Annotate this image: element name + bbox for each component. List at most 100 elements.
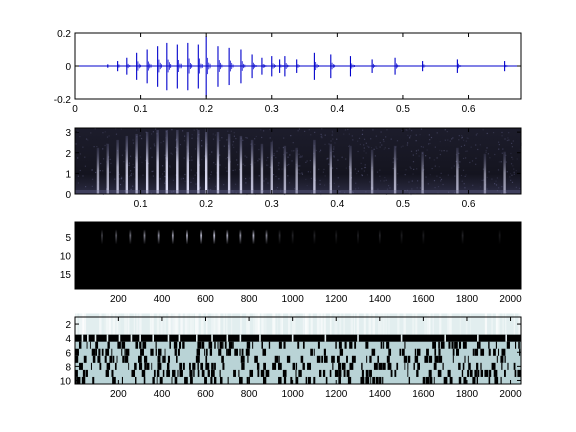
spectrogram-low-band (75, 190, 521, 194)
spectrogram-noise (344, 129, 347, 131)
binary-map-cell (307, 376, 311, 384)
binary-map-cell (197, 341, 202, 349)
binary-map-top-streak (139, 313, 141, 335)
spectrogram-noise (501, 131, 503, 134)
spectrogram-noise (508, 132, 510, 134)
spectrogram-noise (501, 152, 503, 154)
feature-map-stripe (498, 229, 501, 245)
spectrogram-noise (486, 188, 488, 190)
binary-map-top-streak (498, 313, 500, 335)
binary-map-cell (81, 376, 86, 384)
binary-map-top-streak (495, 313, 498, 335)
spectrogram-noise (95, 171, 97, 174)
spectrogram-noise (475, 157, 477, 159)
spectrogram-noise (461, 136, 463, 138)
spectrogram-noise (254, 143, 256, 146)
spectrogram-noise (134, 178, 136, 180)
binary-map-cell (104, 355, 107, 363)
spectrogram-noise (404, 174, 406, 176)
spectrogram-noise (429, 174, 431, 176)
spectrogram-noise (91, 169, 93, 171)
axes-frame (74, 316, 522, 385)
binary-map-top-streak (412, 313, 414, 335)
spectrogram-noise (320, 193, 322, 196)
binary-map-top-streak (491, 313, 493, 335)
spectrogram-noise (184, 173, 186, 176)
binary-map-cell (222, 341, 224, 349)
binary-map-cell (240, 355, 245, 363)
binary-map-cell (313, 376, 316, 384)
spectrogram-stripe (165, 129, 169, 194)
spectrogram-noise (410, 150, 413, 152)
spectrogram-noise (472, 184, 474, 186)
binary-map-cell (182, 341, 185, 349)
binary-map-cell (142, 341, 147, 349)
binary-map-cell (507, 362, 509, 370)
binary-map-top-streak (180, 313, 183, 335)
binary-map-cell (272, 362, 277, 370)
spectrogram-noise (519, 187, 521, 190)
spectrogram-noise (361, 168, 363, 170)
binary-map-top-streak (330, 313, 332, 335)
spectrogram-noise (227, 156, 229, 159)
x-tick-label: 800 (241, 389, 258, 400)
spectrogram-noise (301, 173, 304, 175)
x-tick-label: 1000 (282, 294, 305, 305)
spectrogram-noise (351, 135, 353, 137)
binary-map-cell (325, 376, 328, 384)
spectrogram-noise (506, 171, 508, 173)
feature-map-panel: 200 400 600 800 1000 1200 1400 1600 1800 2000 5 10 1… (60, 221, 522, 305)
spectrogram-stripe (283, 145, 287, 194)
x-tick-label: 1200 (325, 389, 348, 400)
spectrogram-noise (331, 134, 333, 136)
spectrogram-noise (193, 129, 195, 131)
spectrogram-noise (135, 129, 138, 131)
spectrogram-noise (104, 131, 106, 133)
feature-map-stripe (313, 229, 316, 245)
spectrogram-noise (321, 137, 323, 139)
spectrogram-noise (511, 174, 513, 176)
binary-map-cell (310, 348, 313, 356)
spectrogram-noise (344, 191, 346, 194)
spectrogram-noise (260, 129, 262, 131)
binary-map-cell (177, 348, 180, 356)
spectrogram-noise (283, 137, 285, 139)
spectrogram-noise (447, 174, 449, 176)
spectrogram-noise (352, 139, 354, 141)
spectrogram-noise (219, 139, 221, 142)
spectrogram-noise (79, 153, 82, 155)
spectrogram-noise (386, 188, 389, 190)
spectrogram-noise (232, 141, 235, 143)
spectrogram-noise (259, 158, 261, 160)
binary-map-top-streak (161, 313, 164, 335)
spectrogram-noise (195, 172, 198, 174)
spectrogram-noise (466, 150, 468, 152)
binary-map-gap (324, 334, 327, 342)
binary-map-gap (239, 334, 242, 342)
binary-map-cell (261, 341, 263, 349)
spectrogram-noise (160, 142, 162, 144)
spectrogram-noise (409, 137, 411, 139)
spectrogram-noise (194, 174, 196, 176)
x-tick-label: 0.3 (265, 104, 279, 115)
spectrogram-noise (409, 136, 411, 138)
spectrogram-noise (328, 163, 330, 165)
spectrogram-noise (151, 156, 153, 158)
binary-map-cell (438, 341, 440, 349)
spectrogram-noise (263, 130, 265, 132)
spectrogram-noise (276, 186, 279, 189)
spectrogram-noise (297, 165, 299, 167)
spectrogram-noise (348, 133, 350, 135)
binary-map-top-streak (426, 313, 430, 335)
spectrogram-noise (416, 180, 419, 182)
spectrogram-noise (418, 155, 420, 157)
spectrogram-noise (339, 191, 341, 193)
spectrogram-noise (413, 168, 415, 171)
spectrogram-noise (102, 148, 104, 150)
spectrogram-noise (415, 150, 418, 152)
spectrogram-noise (319, 179, 321, 182)
binary-map-top-streak (357, 313, 360, 335)
y-tick-label: 2 (65, 320, 71, 331)
binary-map-cell (302, 341, 305, 349)
